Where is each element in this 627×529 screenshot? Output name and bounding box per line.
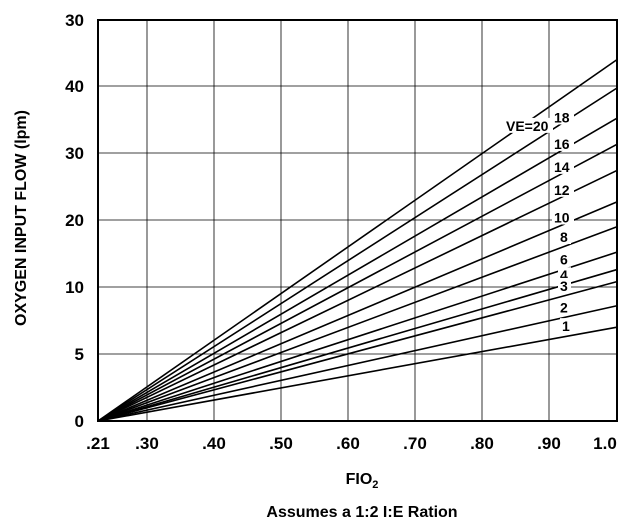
y-tick-label: 10 xyxy=(65,278,84,297)
x-tick-labels: .21 .30 .40 .50 .60 .70 .80 .90 1.0 xyxy=(86,434,617,453)
y-tick-label: 30 xyxy=(65,144,84,163)
series-label-bg xyxy=(552,135,574,151)
y-tick-label: 0 xyxy=(75,412,84,431)
series-label-bg xyxy=(552,181,574,197)
x-tick-label: .50 xyxy=(269,434,293,453)
series-label: 6 xyxy=(560,252,568,268)
series-line-8 xyxy=(97,225,618,422)
y-tick-label: 20 xyxy=(65,211,84,230)
series-label: 12 xyxy=(554,182,570,198)
x-axis-title: FIO2 xyxy=(346,471,379,491)
x-tick-label: .40 xyxy=(202,434,226,453)
x-tick-label: .80 xyxy=(470,434,494,453)
series-line-ve20 xyxy=(97,58,618,422)
series-label: 14 xyxy=(554,159,570,175)
series-line-3 xyxy=(97,280,618,422)
series-line-2 xyxy=(97,304,618,422)
series-line-18 xyxy=(97,87,618,422)
series-label-bg xyxy=(552,109,574,125)
series-label: VE=20 xyxy=(506,118,549,134)
series-line-12 xyxy=(97,169,618,422)
series-label-bg xyxy=(558,277,571,293)
series-line-14 xyxy=(97,143,618,422)
series-label: 3 xyxy=(560,278,568,294)
x-tick-label: .21 xyxy=(86,434,110,453)
series-label: 10 xyxy=(554,210,570,226)
x-axis-title-subscript: 2 xyxy=(372,479,378,491)
series-label: 2 xyxy=(560,299,568,315)
series-label: 4 xyxy=(560,267,568,283)
y-axis-title: OXYGEN INPUT FLOW (lpm) xyxy=(13,110,30,326)
series-line-16 xyxy=(97,117,618,422)
series-label-bg xyxy=(552,158,574,174)
grid-lines xyxy=(97,19,618,422)
series-label: 16 xyxy=(554,136,570,152)
series-lines xyxy=(97,58,618,422)
series-labels: VE=20 18 16 14 12 10 8 643 2 1 xyxy=(504,109,574,334)
x-axis-title-main: FIO xyxy=(346,471,373,488)
x-tick-label: .60 xyxy=(336,434,360,453)
series-label-bg xyxy=(504,117,553,133)
series-label-bg xyxy=(558,229,571,245)
series-line-6 xyxy=(97,251,618,422)
series-label-bg xyxy=(558,251,571,267)
series-line-10 xyxy=(97,201,618,422)
y-tick-label: 40 xyxy=(65,77,84,96)
series-label: 18 xyxy=(554,109,570,125)
series-label-bg xyxy=(552,209,574,225)
series-label: 1 xyxy=(562,318,570,334)
x-tick-label: .70 xyxy=(403,434,427,453)
series-line-1 xyxy=(97,326,618,422)
plot-frame xyxy=(97,19,618,422)
y-tick-label: 5 xyxy=(75,345,84,364)
assumption-note: Assumes a 1:2 I:E Ration xyxy=(266,504,457,521)
x-tick-label: .90 xyxy=(537,434,561,453)
series-line-4 xyxy=(97,268,618,422)
x-tick-label: 1.0 xyxy=(593,434,617,453)
y-tick-labels: 0 5 10 20 30 40 30 xyxy=(65,11,84,431)
series-label: 8 xyxy=(560,229,568,245)
x-tick-label: .30 xyxy=(135,434,159,453)
series-label-bg xyxy=(560,318,573,334)
series-label-bg xyxy=(558,299,571,315)
y-tick-label: 30 xyxy=(65,11,84,30)
